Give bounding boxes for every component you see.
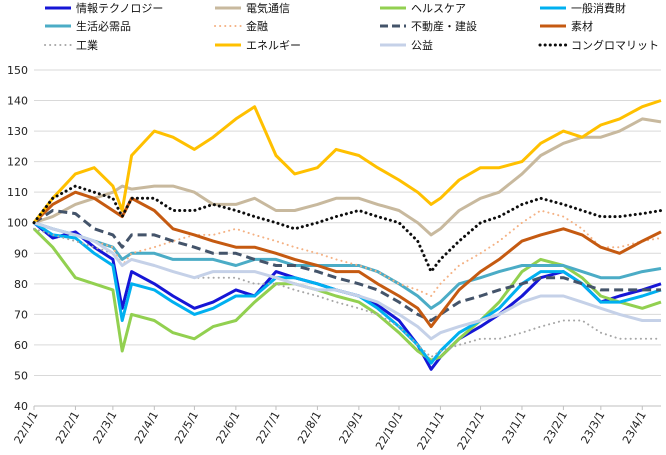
x-tick-label: 22/8/1 bbox=[295, 409, 324, 446]
x-tick-label: 22/6/1 bbox=[214, 409, 243, 446]
x-tick-label: 23/2/1 bbox=[541, 409, 570, 446]
x-tick-label: 22/11/1 bbox=[415, 409, 447, 452]
y-axis: 40 50 60 70 80 90 100 110 120 130 140 150 bbox=[7, 64, 28, 413]
x-tick-label: 22/4/1 bbox=[132, 409, 161, 446]
y-tick-label: 90 bbox=[14, 247, 28, 260]
x-tick-label: 23/1/1 bbox=[500, 409, 529, 446]
x-tick-label: 22/7/1 bbox=[254, 409, 283, 446]
y-tick-label: 130 bbox=[7, 125, 28, 138]
x-tick-label: 22/3/1 bbox=[91, 409, 120, 446]
y-tick-label: 100 bbox=[7, 217, 28, 230]
series-line bbox=[32, 190, 662, 329]
legend-label: 素材 bbox=[571, 19, 593, 33]
y-tick-label: 70 bbox=[14, 308, 28, 321]
y-tick-label: 50 bbox=[14, 369, 28, 382]
y-tick-label: 120 bbox=[7, 156, 28, 169]
x-tick-label: 22/9/1 bbox=[337, 409, 366, 446]
series-line bbox=[33, 227, 662, 359]
legend-label: 生活必需品 bbox=[76, 19, 131, 33]
y-tick-label: 110 bbox=[7, 186, 28, 199]
y-tick-label: 40 bbox=[14, 400, 28, 413]
legend-label: 不動産・建設 bbox=[411, 19, 477, 33]
gridlines bbox=[34, 69, 661, 407]
legend-label: エネルギー bbox=[246, 39, 301, 52]
y-tick-label: 60 bbox=[14, 339, 28, 352]
x-tick-label: 23/3/1 bbox=[578, 409, 607, 446]
legend-label: 一般消費財 bbox=[571, 1, 626, 15]
x-tick-label: 22/10/1 bbox=[373, 409, 405, 452]
x-tick-label: 22/12/1 bbox=[455, 409, 487, 452]
plot-area bbox=[32, 99, 663, 371]
x-tick-label: 22/2/1 bbox=[53, 409, 82, 446]
y-tick-label: 150 bbox=[7, 64, 28, 77]
legend-label: ヘルスケア bbox=[411, 2, 466, 15]
y-tick-label: 140 bbox=[7, 95, 28, 108]
x-tick-label: 22/1/1 bbox=[12, 409, 41, 446]
legend-label: 工業 bbox=[76, 39, 98, 52]
legend-label: 金融 bbox=[246, 19, 268, 33]
series-line bbox=[32, 227, 662, 362]
series-line bbox=[33, 221, 662, 310]
x-tick-label: 23/4/1 bbox=[620, 409, 649, 446]
series-line bbox=[32, 184, 663, 274]
series-line bbox=[33, 209, 661, 322]
series-line bbox=[33, 221, 661, 341]
x-axis: 22/1/1 22/2/1 22/3/1 22/4/1 22/5/1 22/6/1 22/7… bbox=[12, 406, 649, 452]
series-line bbox=[32, 99, 662, 224]
y-tick-label: 80 bbox=[14, 278, 28, 291]
x-tick-label: 22/5/1 bbox=[172, 409, 201, 446]
legend-label: 情報テクノロジー bbox=[76, 2, 163, 15]
legend-label: コングロマリット bbox=[571, 38, 659, 52]
legend-label: 電気通信 bbox=[246, 1, 290, 15]
legend-label: 公益 bbox=[411, 38, 433, 52]
